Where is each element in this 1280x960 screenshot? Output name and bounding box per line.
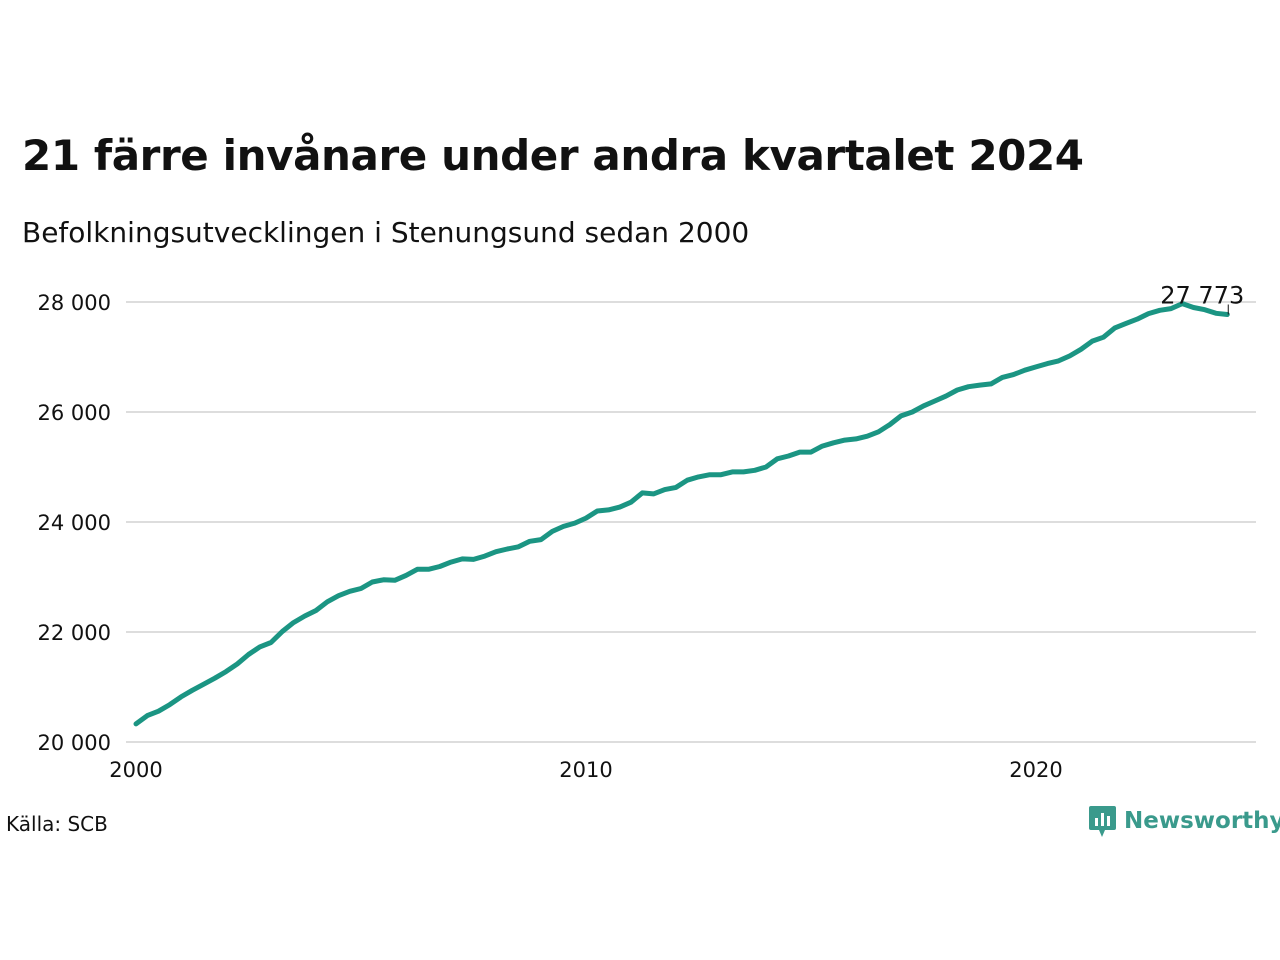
brand-logo: Newsworthy <box>1088 803 1280 839</box>
newsworthy-logo-icon <box>1089 806 1116 837</box>
source-note: Källa: SCB <box>6 812 108 836</box>
y-tick-label: 26 000 <box>38 401 111 425</box>
y-tick-label: 24 000 <box>38 511 111 535</box>
brand-name: Newsworthy <box>1124 808 1280 834</box>
x-axis-tick-labels: 2000 2010 2020 <box>109 758 1062 782</box>
x-tick-label: 2000 <box>109 758 162 782</box>
x-tick-label: 2010 <box>559 758 612 782</box>
x-tick-label: 2020 <box>1009 758 1062 782</box>
y-tick-label: 20 000 <box>38 731 111 755</box>
y-axis-tick-labels: 20 000 22 000 24 000 26 000 28 000 <box>38 291 111 755</box>
y-tick-label: 22 000 <box>38 621 111 645</box>
chart-subtitle: Befolkningsutvecklingen i Stenungsund se… <box>22 216 750 249</box>
population-series-line <box>133 301 1230 727</box>
y-tick-label: 28 000 <box>38 291 111 315</box>
gridlines <box>126 301 1256 743</box>
last-value-label: 27 773 <box>1160 281 1244 309</box>
chart-title: 21 färre invånare under andra kvartalet … <box>22 131 1084 180</box>
